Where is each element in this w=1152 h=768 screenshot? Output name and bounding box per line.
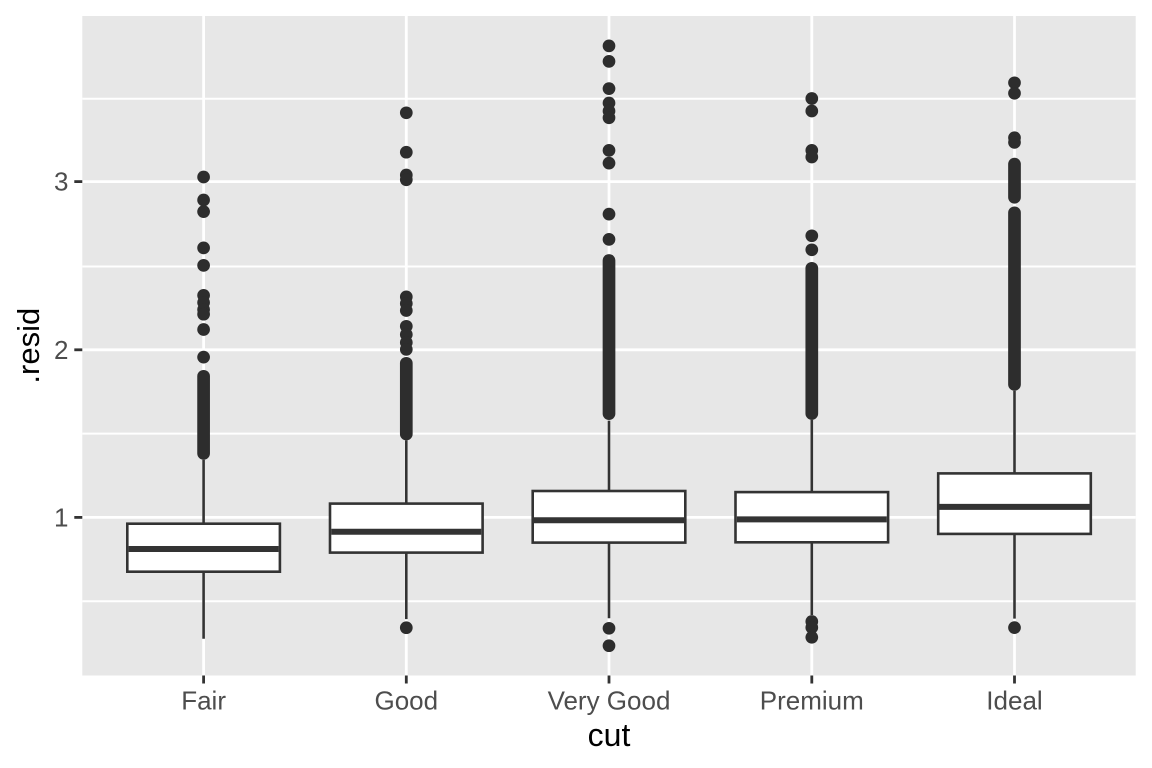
- svg-text:cut: cut: [588, 717, 631, 753]
- svg-text:3: 3: [54, 167, 68, 197]
- svg-text:Ideal: Ideal: [986, 686, 1042, 716]
- svg-text:Very Good: Very Good: [548, 686, 671, 716]
- svg-text:1: 1: [54, 502, 68, 532]
- svg-text:.resid: .resid: [11, 308, 46, 384]
- svg-text:Good: Good: [374, 686, 438, 716]
- svg-text:Fair: Fair: [181, 686, 226, 716]
- svg-text:2: 2: [54, 335, 68, 365]
- svg-text:Premium: Premium: [760, 686, 864, 716]
